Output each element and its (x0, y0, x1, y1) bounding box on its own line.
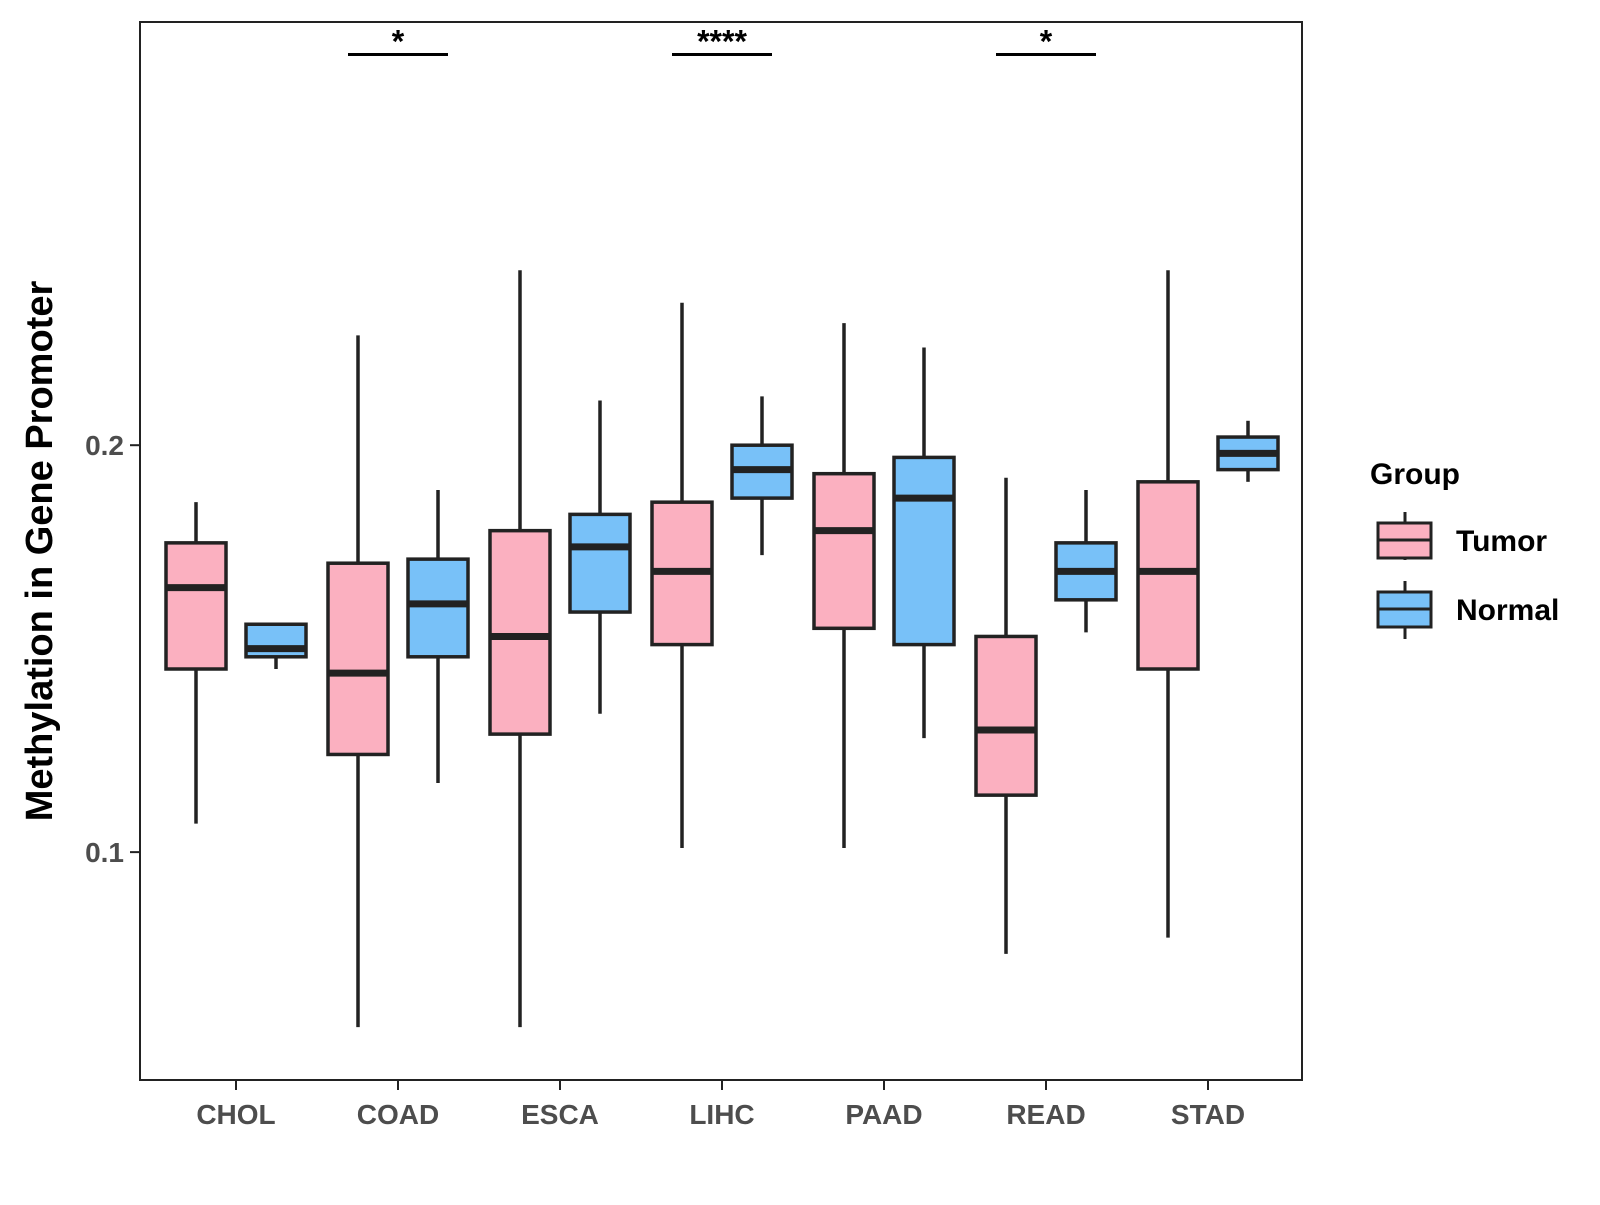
box-tumor-stad (1136, 270, 1200, 938)
box-normal-lihc (730, 396, 794, 556)
box-normal-coad (406, 489, 470, 783)
box-tumor-lihc (650, 302, 714, 849)
box-body (488, 528, 552, 736)
x-tick-label: PAAD (845, 1099, 922, 1130)
box-tumor-chol (164, 502, 228, 824)
box-body (164, 541, 228, 671)
box-body (812, 471, 876, 631)
box-body (974, 634, 1038, 797)
box-normal-read (1054, 489, 1118, 633)
box-normal-stad (1216, 420, 1280, 482)
significance-annotations: * **** * (348, 24, 1096, 60)
significance-coad: * (348, 24, 448, 60)
box-series (164, 270, 1280, 1028)
box-tumor-coad (326, 335, 390, 1028)
legend-title: Group (1370, 458, 1460, 491)
y-axis: 0.1 0.2 (85, 430, 140, 868)
box-normal-esca (568, 400, 632, 714)
x-tick-label: CHOL (196, 1099, 275, 1130)
box-body (406, 557, 470, 659)
box-tumor-paad (812, 323, 876, 849)
y-axis-title: Methylation in Gene Promoter (19, 281, 61, 822)
box-normal-chol (244, 622, 308, 670)
legend-tumor-label: Tumor (1456, 525, 1547, 558)
box-body (892, 455, 956, 647)
x-tick-label: STAD (1171, 1099, 1245, 1130)
significance-label: * (392, 24, 405, 60)
panel-border (139, 21, 1303, 1081)
box-tumor-read (974, 477, 1038, 954)
significance-label: **** (697, 24, 747, 60)
y-tick-label: 0.2 (85, 430, 124, 461)
legend: Group Tumor Normal (1370, 458, 1559, 639)
legend-normal-label: Normal (1456, 594, 1559, 627)
significance-lihc: **** (672, 24, 772, 60)
box-body (326, 561, 390, 757)
significance-label: * (1040, 24, 1053, 60)
y-tick-label: 0.1 (85, 837, 124, 868)
x-axis: CHOL COAD ESCA LIHC PAAD READ STAD (196, 1080, 1245, 1130)
box-body (568, 512, 632, 614)
x-tick-label: COAD (357, 1099, 439, 1130)
legend-item-normal: Normal (1376, 581, 1559, 639)
significance-read: * (996, 24, 1096, 60)
x-tick-label: LIHC (689, 1099, 754, 1130)
box-tumor-esca (488, 270, 552, 1028)
box-body (1136, 480, 1200, 671)
box-normal-paad (892, 347, 956, 739)
x-tick-label: ESCA (521, 1099, 599, 1130)
legend-item-tumor: Tumor (1376, 512, 1547, 560)
x-tick-label: READ (1006, 1099, 1085, 1130)
